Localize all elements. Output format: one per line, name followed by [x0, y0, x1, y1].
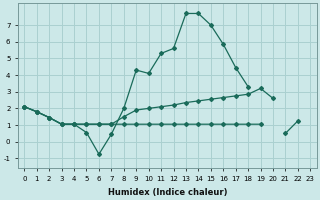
X-axis label: Humidex (Indice chaleur): Humidex (Indice chaleur) — [108, 188, 227, 197]
